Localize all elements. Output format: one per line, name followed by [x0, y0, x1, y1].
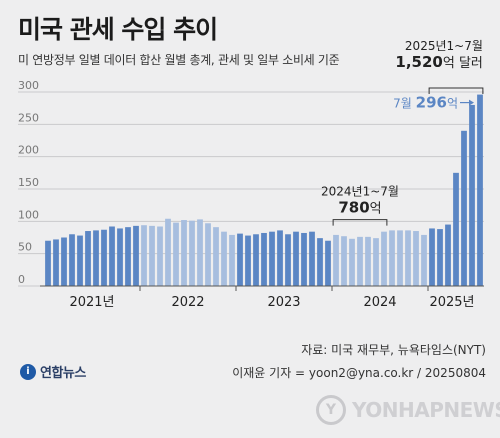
- bar: [85, 231, 91, 286]
- bar: [69, 234, 75, 286]
- x-tick-label: 2021년: [69, 295, 114, 310]
- bar: [469, 104, 475, 286]
- chart-title: 미국 관세 수입 추이: [18, 15, 218, 44]
- bar: [429, 228, 435, 286]
- bracket-2025: [428, 87, 484, 94]
- bar: [477, 94, 483, 286]
- bar: [165, 218, 171, 286]
- bar: [261, 232, 267, 286]
- bar: [381, 231, 387, 286]
- bar: [181, 220, 187, 286]
- y-tick-label: 300: [18, 79, 39, 92]
- bar: [397, 230, 403, 286]
- bar: [237, 233, 243, 286]
- bar: [301, 232, 307, 286]
- bar: [445, 224, 451, 286]
- bar: [325, 240, 331, 286]
- bar: [389, 230, 395, 286]
- y-tick-label: 50: [18, 241, 32, 254]
- bar: [309, 231, 315, 286]
- bar: [173, 222, 179, 286]
- y-tick-label: 200: [18, 144, 39, 157]
- yonhap-watermark: Y YONHAPNEWS: [316, 395, 500, 425]
- y-tick-label: 250: [18, 111, 39, 124]
- bar: [269, 231, 275, 286]
- annotation-2024-value: 780억: [338, 199, 381, 217]
- bar: [189, 220, 195, 286]
- yonhap-globe-icon: Y: [316, 395, 346, 425]
- bar: [133, 225, 139, 286]
- yonhap-news-logo: i 연합뉴스: [20, 362, 86, 381]
- annotation-arrow-head: [469, 99, 474, 106]
- annotation-2025-value: 1,520억 달러: [395, 53, 482, 71]
- annotation-2025-label: 2025년1~7월: [405, 39, 483, 53]
- bar: [349, 238, 355, 286]
- bar: [157, 226, 163, 286]
- bar: [229, 234, 235, 286]
- annotation-july-value: 7월 296억: [393, 94, 458, 112]
- bar: [461, 130, 467, 286]
- bar: [333, 234, 339, 286]
- bar: [125, 227, 131, 286]
- x-tick-label: 2024: [363, 295, 396, 310]
- bar: [373, 238, 379, 286]
- bar: [421, 234, 427, 286]
- bar: [437, 229, 443, 286]
- bar: [61, 237, 67, 286]
- bar: [141, 225, 147, 286]
- bar: [293, 231, 299, 286]
- y-tick-label: 150: [18, 176, 39, 189]
- bar: [253, 234, 259, 286]
- bar: [109, 226, 115, 286]
- bar: [117, 228, 123, 286]
- bar: [149, 225, 155, 286]
- source-note: 자료: 미국 재무부, 뉴욕타임스(NYT): [301, 343, 486, 357]
- bar: [341, 236, 347, 286]
- credit-line: 이재윤 기자 = yoon2@yna.co.kr / 20250804: [232, 366, 486, 380]
- chart-subtitle: 미 연방정부 일별 데이터 합산 월별 총계, 관세 및 일부 소비세 기준: [18, 53, 340, 67]
- bar: [365, 236, 371, 286]
- bar: [405, 230, 411, 286]
- yonhap-watermark-name: YONHAPNEWS: [352, 398, 500, 422]
- bar: [45, 240, 51, 286]
- bar: [213, 227, 219, 286]
- bar: [285, 234, 291, 286]
- bar: [221, 231, 227, 286]
- x-tick-label: 2022: [171, 295, 204, 310]
- bar: [453, 172, 459, 286]
- bar: [317, 238, 323, 286]
- yonhap-news-name: 연합뉴스: [40, 366, 86, 381]
- x-tick-label: 2023: [267, 295, 300, 310]
- bar: [53, 239, 59, 286]
- bar: [277, 230, 283, 286]
- bar: [101, 229, 107, 286]
- bar: [77, 235, 83, 286]
- bar: [245, 235, 251, 286]
- x-tick-label: 2025년: [429, 295, 474, 310]
- bar: [413, 231, 419, 286]
- bar: [357, 236, 363, 286]
- bracket-2024: [332, 219, 388, 226]
- yonhap-news-icon: i: [20, 363, 36, 380]
- y-tick-label: 0: [18, 273, 25, 286]
- y-tick-label: 100: [18, 208, 39, 221]
- bar: [197, 219, 203, 286]
- bar: [205, 223, 211, 286]
- bar: [93, 230, 99, 286]
- annotation-2024-label: 2024년1~7월: [321, 185, 399, 199]
